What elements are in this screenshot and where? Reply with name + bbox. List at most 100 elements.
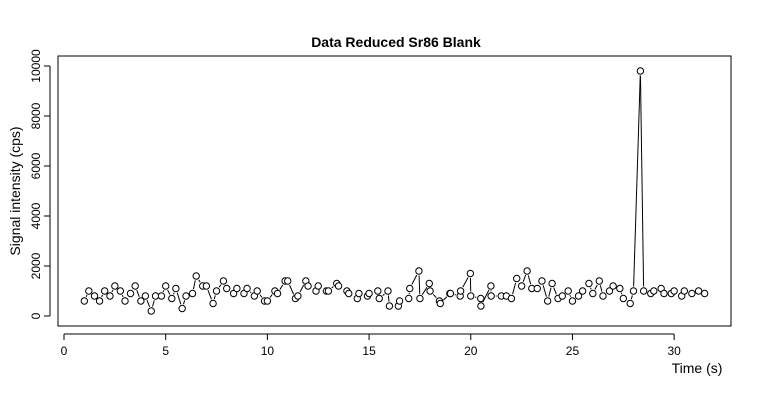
series-line-segment bbox=[569, 294, 572, 298]
data-point bbox=[168, 294, 176, 303]
x-axis-label: Time (s) bbox=[672, 360, 723, 376]
data-point bbox=[605, 287, 614, 295]
series-line-segment bbox=[594, 284, 598, 290]
data-point bbox=[111, 282, 119, 290]
series-line-segment bbox=[173, 292, 175, 295]
series-line-segment bbox=[548, 287, 552, 297]
data-point bbox=[233, 284, 241, 293]
data-point bbox=[660, 289, 668, 298]
data-point bbox=[513, 274, 521, 283]
data-point bbox=[374, 287, 382, 295]
chart-title: Data Reduced Sr86 Blank bbox=[311, 34, 481, 50]
data-point bbox=[538, 277, 546, 285]
series-line-segment bbox=[590, 287, 592, 290]
data-point bbox=[585, 279, 593, 288]
data-point bbox=[405, 294, 413, 303]
data-point bbox=[523, 267, 531, 275]
data-point bbox=[95, 297, 104, 305]
y-axis-label: Signal intensity (cps) bbox=[7, 126, 23, 255]
data-point bbox=[517, 282, 526, 290]
x-tick-label: 10 bbox=[261, 344, 275, 358]
series-line-segment bbox=[176, 292, 182, 305]
series-line-segment bbox=[213, 295, 216, 300]
data-point bbox=[263, 297, 272, 305]
data-point bbox=[126, 289, 135, 298]
data-point bbox=[253, 287, 261, 295]
series-line-segment bbox=[192, 280, 196, 290]
data-point bbox=[334, 282, 343, 290]
data-point bbox=[700, 289, 709, 298]
series-line-segment bbox=[111, 289, 114, 293]
x-tick-label: 25 bbox=[566, 344, 580, 358]
data-point bbox=[345, 289, 353, 298]
data-point bbox=[415, 267, 423, 275]
data-point bbox=[365, 289, 373, 298]
data-point bbox=[626, 299, 634, 308]
series-line-segment bbox=[421, 287, 428, 295]
y-axis: 0 2000 4000 6000 8000 10000 bbox=[29, 49, 51, 319]
data-point bbox=[116, 287, 125, 295]
data-point bbox=[599, 292, 607, 300]
x-tick-label: 0 bbox=[61, 344, 68, 358]
data-point bbox=[121, 297, 129, 305]
data-point bbox=[161, 282, 170, 290]
data-point bbox=[192, 272, 200, 280]
data-point bbox=[106, 292, 114, 300]
y-tick-label: 8000 bbox=[29, 102, 43, 129]
series-layer bbox=[80, 67, 709, 315]
series-line-segment bbox=[639, 75, 645, 287]
data-point bbox=[384, 287, 392, 295]
series-line-segment bbox=[152, 300, 155, 307]
y-tick-label: 10000 bbox=[29, 49, 43, 83]
series-line-segment bbox=[443, 296, 448, 301]
data-point bbox=[212, 287, 221, 295]
series-line-segment bbox=[85, 294, 88, 298]
data-point bbox=[243, 284, 251, 293]
data-point bbox=[85, 287, 93, 295]
series-line-segment bbox=[620, 292, 623, 295]
series-line-segment bbox=[382, 293, 385, 296]
data-point bbox=[355, 289, 363, 298]
data-point bbox=[670, 287, 678, 295]
data-point bbox=[172, 284, 180, 293]
data-point bbox=[639, 287, 648, 295]
data-point bbox=[416, 294, 424, 303]
data-point bbox=[178, 304, 186, 313]
data-point bbox=[385, 302, 394, 310]
series-line-segment bbox=[101, 294, 104, 298]
data-point bbox=[446, 289, 455, 298]
data-point bbox=[436, 299, 444, 308]
x-tick-label: 15 bbox=[362, 344, 376, 358]
data-point bbox=[636, 67, 645, 75]
series-line-segment bbox=[542, 285, 547, 297]
data-point bbox=[574, 292, 583, 300]
data-point bbox=[466, 269, 475, 278]
series-line-segment bbox=[249, 291, 252, 294]
series-line-segment bbox=[269, 294, 273, 298]
x-tick-label: 5 bbox=[162, 344, 169, 358]
series-line-segment bbox=[331, 286, 334, 289]
data-point bbox=[616, 284, 624, 293]
series-line-segment bbox=[599, 285, 603, 292]
data-point bbox=[507, 294, 516, 303]
y-tick-label: 6000 bbox=[29, 152, 43, 179]
data-point bbox=[477, 294, 485, 303]
data-point bbox=[219, 277, 228, 285]
series-line-segment bbox=[279, 284, 284, 290]
data-point bbox=[314, 282, 322, 290]
series-line-segment bbox=[218, 284, 222, 288]
data-point bbox=[137, 297, 145, 305]
data-point bbox=[578, 287, 587, 295]
data-point bbox=[558, 292, 566, 300]
data-point bbox=[688, 289, 696, 298]
data-point bbox=[324, 287, 333, 295]
data-point bbox=[395, 297, 404, 305]
data-point bbox=[680, 287, 689, 295]
data-point bbox=[131, 282, 139, 290]
series-line-segment bbox=[411, 274, 418, 285]
plot-area-box bbox=[57, 55, 732, 327]
data-point bbox=[273, 289, 282, 298]
series-line-segment bbox=[167, 289, 171, 295]
data-point bbox=[487, 292, 495, 300]
